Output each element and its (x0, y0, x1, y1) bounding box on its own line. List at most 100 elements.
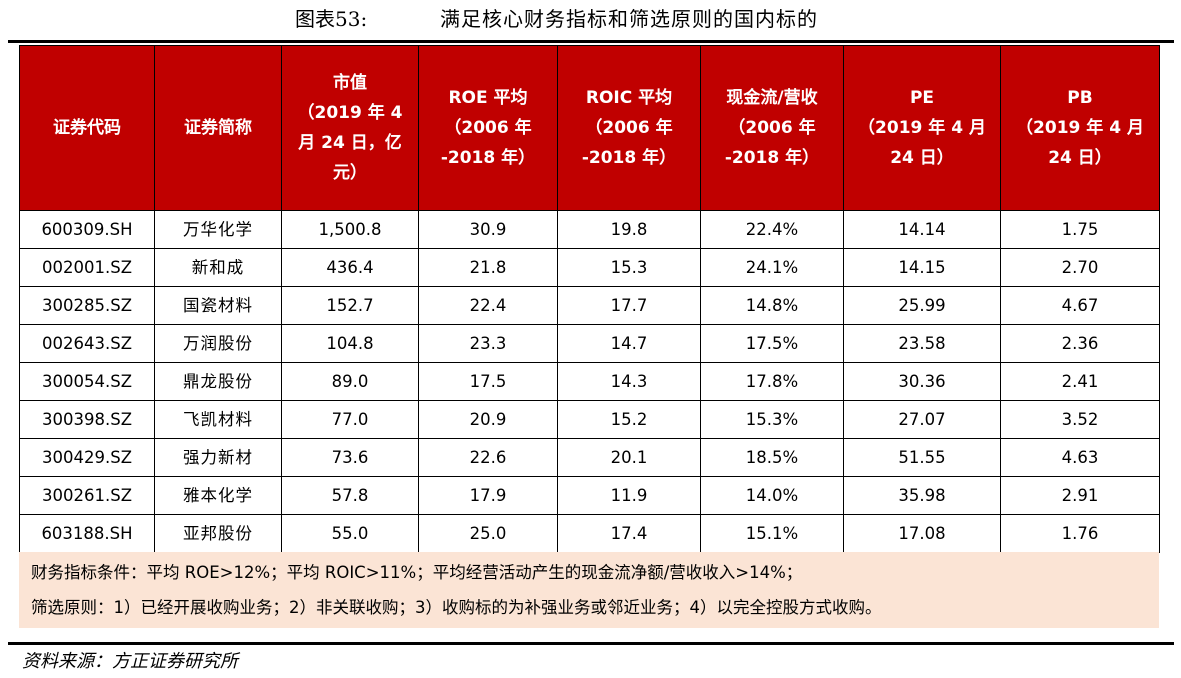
table-cell: 21.8 (418, 248, 558, 287)
table-cell: 603188.SH (19, 514, 155, 553)
table-cell: 77.0 (281, 400, 419, 439)
table-cell: 002001.SZ (19, 248, 155, 287)
table-cell: 20.9 (418, 400, 558, 439)
table-cell: 15.2 (557, 400, 701, 439)
table-cell: 23.58 (843, 324, 1001, 363)
table-cell: 15.1% (700, 514, 844, 553)
table-cell: 300054.SZ (19, 362, 155, 401)
table-cell: 1.75 (1000, 210, 1160, 249)
table-row: 300398.SZ 飞凯材料 77.0 20.9 15.2 15.3% 27.07 3.52 (19, 400, 1160, 439)
table-cell: 2.36 (1000, 324, 1160, 363)
column-header-line: ROIC 平均 (585, 88, 673, 108)
table-cell: 35.98 (843, 476, 1001, 515)
table-cell: 600309.SH (19, 210, 155, 249)
column-header-line: （2006 年 (444, 118, 532, 138)
table-cell: 300285.SZ (19, 286, 155, 325)
table-row: 300429.SZ 强力新材 73.6 22.6 20.1 18.5% 51.55 4.63 (19, 438, 1160, 477)
table-cell: 89.0 (281, 362, 419, 401)
table-cell: 17.08 (843, 514, 1001, 553)
table-row: 002643.SZ 万润股份 104.8 23.3 14.7 17.5% 23.58 2.36 (19, 324, 1160, 363)
table-cell: 14.14 (843, 210, 1001, 249)
table-cell: 17.4 (557, 514, 701, 553)
column-header-line: PB (1067, 88, 1093, 108)
figure-caption: 图表53: 满足核心财务指标和筛选原则的国内标的 (0, 4, 1181, 34)
table-cell: 14.3 (557, 362, 701, 401)
table-cell: 20.1 (557, 438, 701, 477)
table-cell: 14.8% (700, 286, 844, 325)
table-cell: 亚邦股份 (154, 514, 282, 553)
table-row: 300285.SZ 国瓷材料 152.7 22.4 17.7 14.8% 25.99 4.67 (19, 286, 1160, 325)
figure-title: 满足核心财务指标和筛选原则的国内标的 (440, 7, 818, 31)
column-header-line: ROE 平均 (448, 88, 528, 108)
table-cell: 1,500.8 (281, 210, 419, 249)
table-cell: 152.7 (281, 286, 419, 325)
column-header-line: 现金流/营收 (726, 88, 818, 108)
table-cell: 鼎龙股份 (154, 362, 282, 401)
table-row: 002001.SZ 新和成 436.4 21.8 15.3 24.1% 14.15 2.70 (19, 248, 1160, 287)
table-cell: 17.5% (700, 324, 844, 363)
bottom-rule (8, 642, 1174, 645)
top-rule (8, 40, 1174, 43)
column-header-line: 24 日） (890, 148, 954, 168)
table-cell: 55.0 (281, 514, 419, 553)
column-header-line: （2019 年 4 (297, 103, 403, 123)
table-cell: 30.36 (843, 362, 1001, 401)
column-header-line: 月 24 日，亿 (298, 133, 402, 153)
table-cell: 51.55 (843, 438, 1001, 477)
column-header-line: （2019 年 4 月 (1016, 118, 1144, 138)
table-cell: 19.8 (557, 210, 701, 249)
table-cell: 22.4 (418, 286, 558, 325)
table-row: 300261.SZ 雅本化学 57.8 17.9 11.9 14.0% 35.98 2.91 (19, 476, 1160, 515)
table-cell: 强力新材 (154, 438, 282, 477)
table-cell: 2.70 (1000, 248, 1160, 287)
table-cell: 4.63 (1000, 438, 1160, 477)
table-cell: 万润股份 (154, 324, 282, 363)
table-cell: 27.07 (843, 400, 1001, 439)
table-cell: 15.3% (700, 400, 844, 439)
table-cell: 雅本化学 (154, 476, 282, 515)
column-header-line: 市值 (333, 73, 367, 93)
table-cell: 1.76 (1000, 514, 1160, 553)
table-cell: 104.8 (281, 324, 419, 363)
column-header: PE （2019 年 4 月 24 日） (843, 45, 1001, 211)
table-cell: 万华化学 (154, 210, 282, 249)
table-cell: 73.6 (281, 438, 419, 477)
column-header: PB （2019 年 4 月 24 日） (1000, 45, 1160, 211)
notes-box: 财务指标条件：平均 ROE>12%；平均 ROIC>11%；平均经营活动产生的现… (19, 552, 1159, 628)
table-cell: 25.0 (418, 514, 558, 553)
column-header-line: （2006 年 (728, 118, 816, 138)
table-cell: 25.99 (843, 286, 1001, 325)
column-header-line: PE (909, 88, 935, 108)
table-cell: 14.0% (700, 476, 844, 515)
table-cell: 22.6 (418, 438, 558, 477)
table-cell: 436.4 (281, 248, 419, 287)
table-cell: 4.67 (1000, 286, 1160, 325)
column-header-line: -2018 年） (581, 148, 677, 168)
table-cell: 新和成 (154, 248, 282, 287)
principle-note: 筛选原则：1）已经开展收购业务；2）非关联收购；3）收购标的为补强业务或邻近业务… (31, 598, 882, 617)
column-header-line: 证券简称 (184, 118, 252, 138)
table-cell: 飞凯材料 (154, 400, 282, 439)
table-cell: 300398.SZ (19, 400, 155, 439)
table-cell: 300261.SZ (19, 476, 155, 515)
column-header: 证券简称 (154, 45, 282, 211)
table-cell: 3.52 (1000, 400, 1160, 439)
table-cell: 14.15 (843, 248, 1001, 287)
column-header-line: （2019 年 4 月 (858, 118, 986, 138)
table-cell: 11.9 (557, 476, 701, 515)
column-header-line: 元） (333, 163, 367, 183)
figure-number: 图表53: (295, 7, 368, 31)
column-header-line: 证券代码 (53, 118, 121, 138)
table-cell: 17.5 (418, 362, 558, 401)
table-cell: 国瓷材料 (154, 286, 282, 325)
table-cell: 24.1% (700, 248, 844, 287)
column-header: ROE 平均 （2006 年 -2018 年） (418, 45, 558, 211)
stock-table: 证券代码 证券简称 市值 （2019 年 4 月 24 日，亿 元） ROE 平均 （2006… (19, 45, 1160, 553)
column-header-line: -2018 年） (724, 148, 820, 168)
column-header: 证券代码 (19, 45, 155, 211)
column-header: 市值 （2019 年 4 月 24 日，亿 元） (281, 45, 419, 211)
table-cell: 14.7 (557, 324, 701, 363)
criteria-note: 财务指标条件：平均 ROE>12%；平均 ROIC>11%；平均经营活动产生的现… (31, 563, 803, 582)
table-cell: 2.41 (1000, 362, 1160, 401)
column-header: ROIC 平均 （2006 年 -2018 年） (557, 45, 701, 211)
